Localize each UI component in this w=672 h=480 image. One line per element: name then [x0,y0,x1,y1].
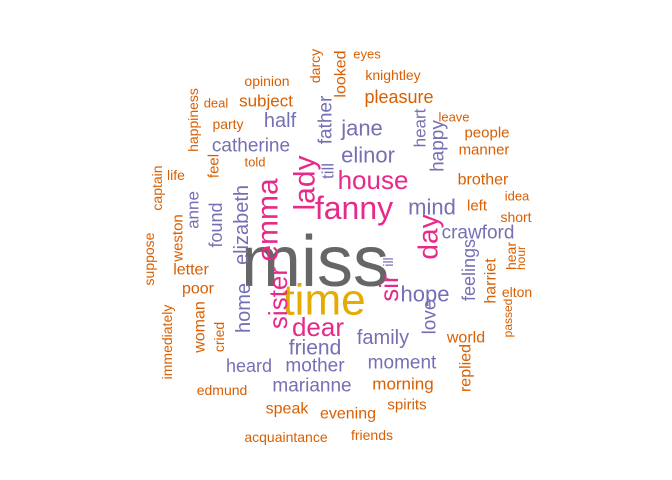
word-acquaintance: acquaintance [244,429,328,445]
word-marianne: marianne [272,376,351,397]
word-darcy: darcy [307,49,323,83]
word-miss: miss [241,222,389,302]
word-weston: weston [170,214,187,263]
word-sister: sister [263,267,293,329]
word-hear: hear [503,242,519,270]
word-elton: elton [502,284,532,300]
word-captain: captain [149,165,165,210]
word-replied: replied [458,344,475,392]
word-party: party [212,116,243,132]
word-brother: brother [458,172,509,189]
word-father: father [316,95,337,144]
word-pleasure: pleasure [364,87,433,107]
word-edmund: edmund [197,382,248,398]
word-crawford: crawford [442,223,515,244]
word-manner: manner [459,142,510,159]
word-heard: heard [226,356,272,376]
word-immediately: immediately [159,305,175,380]
word-deal: deal [204,96,229,111]
word-feel: feel [206,154,223,178]
word-subject: subject [239,92,293,111]
word-friend: friend [289,337,342,360]
word-love: love [420,300,441,335]
word-family: family [357,327,409,349]
word-told: told [245,155,266,170]
word-morning: morning [372,375,433,394]
word-opinion: opinion [244,73,289,89]
word-hour: hour [514,246,528,270]
word-dear: dear [292,312,344,342]
word-jane: jane [340,116,383,141]
word-knightley: knightley [365,67,420,83]
word-letter: letter [173,262,209,279]
word-leave: leave [438,110,469,125]
word-ill: ill [380,257,396,266]
word-eyes: eyes [353,47,381,62]
word-till: till [319,163,338,179]
word-passed: passed [501,299,515,338]
word-mother: mother [285,356,345,377]
word-half: half [264,110,297,132]
word-life: life [167,167,185,183]
word-cried: cried [211,322,227,352]
word-poor: poor [182,281,215,298]
word-left: left [467,198,488,215]
word-suppose: suppose [141,232,157,285]
word-elinor: elinor [341,143,395,168]
word-house: house [338,165,409,195]
word-time: time [282,276,365,325]
word-fanny: fanny [315,190,393,226]
word-mind: mind [408,195,456,220]
word-lady: lady [289,155,322,210]
word-looked: looked [333,50,350,97]
word-anne: anne [184,191,203,229]
word-happiness: happiness [185,88,201,152]
word-people: people [464,125,509,142]
word-sir: sir [374,274,404,302]
word-friends: friends [351,427,393,443]
word-emma: emma [252,178,285,262]
word-short: short [500,209,531,225]
word-speak: speak [266,401,310,418]
word-happy: happy [428,120,449,172]
word-moment: moment [368,353,437,374]
word-feelings: feelings [459,239,479,301]
word-hope: hope [401,282,450,307]
word-day: day [413,214,444,259]
word-heart: heart [411,108,430,147]
word-found: found [206,202,226,247]
word-evening: evening [320,406,376,423]
word-home: home [233,283,255,333]
word-harriet: harriet [483,258,500,304]
word-spirits: spirits [387,397,426,414]
word-idea: idea [505,189,530,204]
word-elizabeth: elizabeth [231,185,253,265]
word-catherine: catherine [212,136,290,157]
word-world: world [446,330,485,347]
word-woman: woman [192,301,209,354]
